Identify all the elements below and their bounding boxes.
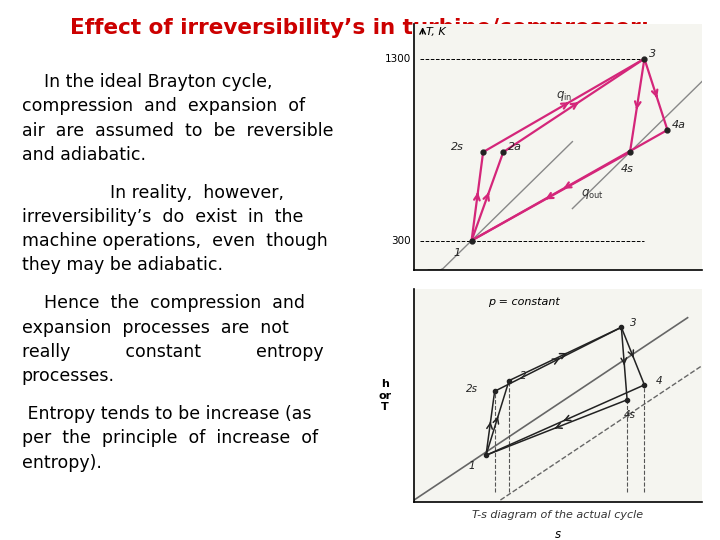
Text: In the ideal Brayton cycle,
compression  and  expansion  of
air  are  assumed  t: In the ideal Brayton cycle, compression … xyxy=(22,73,333,164)
Text: $q_\mathrm{out}$: $q_\mathrm{out}$ xyxy=(581,187,604,201)
Text: s: s xyxy=(555,528,561,540)
Text: Hence  the  compression  and
expansion  processes  are  not
really          cons: Hence the compression and expansion proc… xyxy=(22,294,323,385)
Text: 4: 4 xyxy=(655,376,662,386)
Text: 300: 300 xyxy=(392,235,411,246)
Text: 2a: 2a xyxy=(508,142,522,152)
Text: 3: 3 xyxy=(649,49,657,59)
Text: 1: 1 xyxy=(454,248,461,258)
Text: In reality,  however,
irreversibility’s  do  exist  in  the
machine operations, : In reality, however, irreversibility’s d… xyxy=(22,184,328,274)
Text: 2s: 2s xyxy=(466,384,477,394)
Text: 1300: 1300 xyxy=(385,53,411,64)
Text: T, K: T, K xyxy=(426,27,445,37)
Text: 2: 2 xyxy=(520,372,527,381)
Text: 3: 3 xyxy=(629,318,636,328)
Text: Effect of irreversibility’s in turbine/compressor:: Effect of irreversibility’s in turbine/c… xyxy=(71,18,649,38)
Text: T-s diagram of the actual cycle: T-s diagram of the actual cycle xyxy=(472,510,644,521)
Text: Entropy tends to be increase (as
per  the  principle  of  increase  of
entropy).: Entropy tends to be increase (as per the… xyxy=(22,405,318,471)
Text: 1: 1 xyxy=(468,461,475,471)
Text: $q_\mathrm{in}$: $q_\mathrm{in}$ xyxy=(556,89,572,103)
Text: 2s: 2s xyxy=(451,142,464,152)
Text: 4s: 4s xyxy=(621,164,634,174)
Text: 4s: 4s xyxy=(624,410,636,420)
Text: p = constant: p = constant xyxy=(487,298,559,307)
Text: 4a: 4a xyxy=(672,120,686,130)
Text: h
or
T: h or T xyxy=(379,379,392,412)
